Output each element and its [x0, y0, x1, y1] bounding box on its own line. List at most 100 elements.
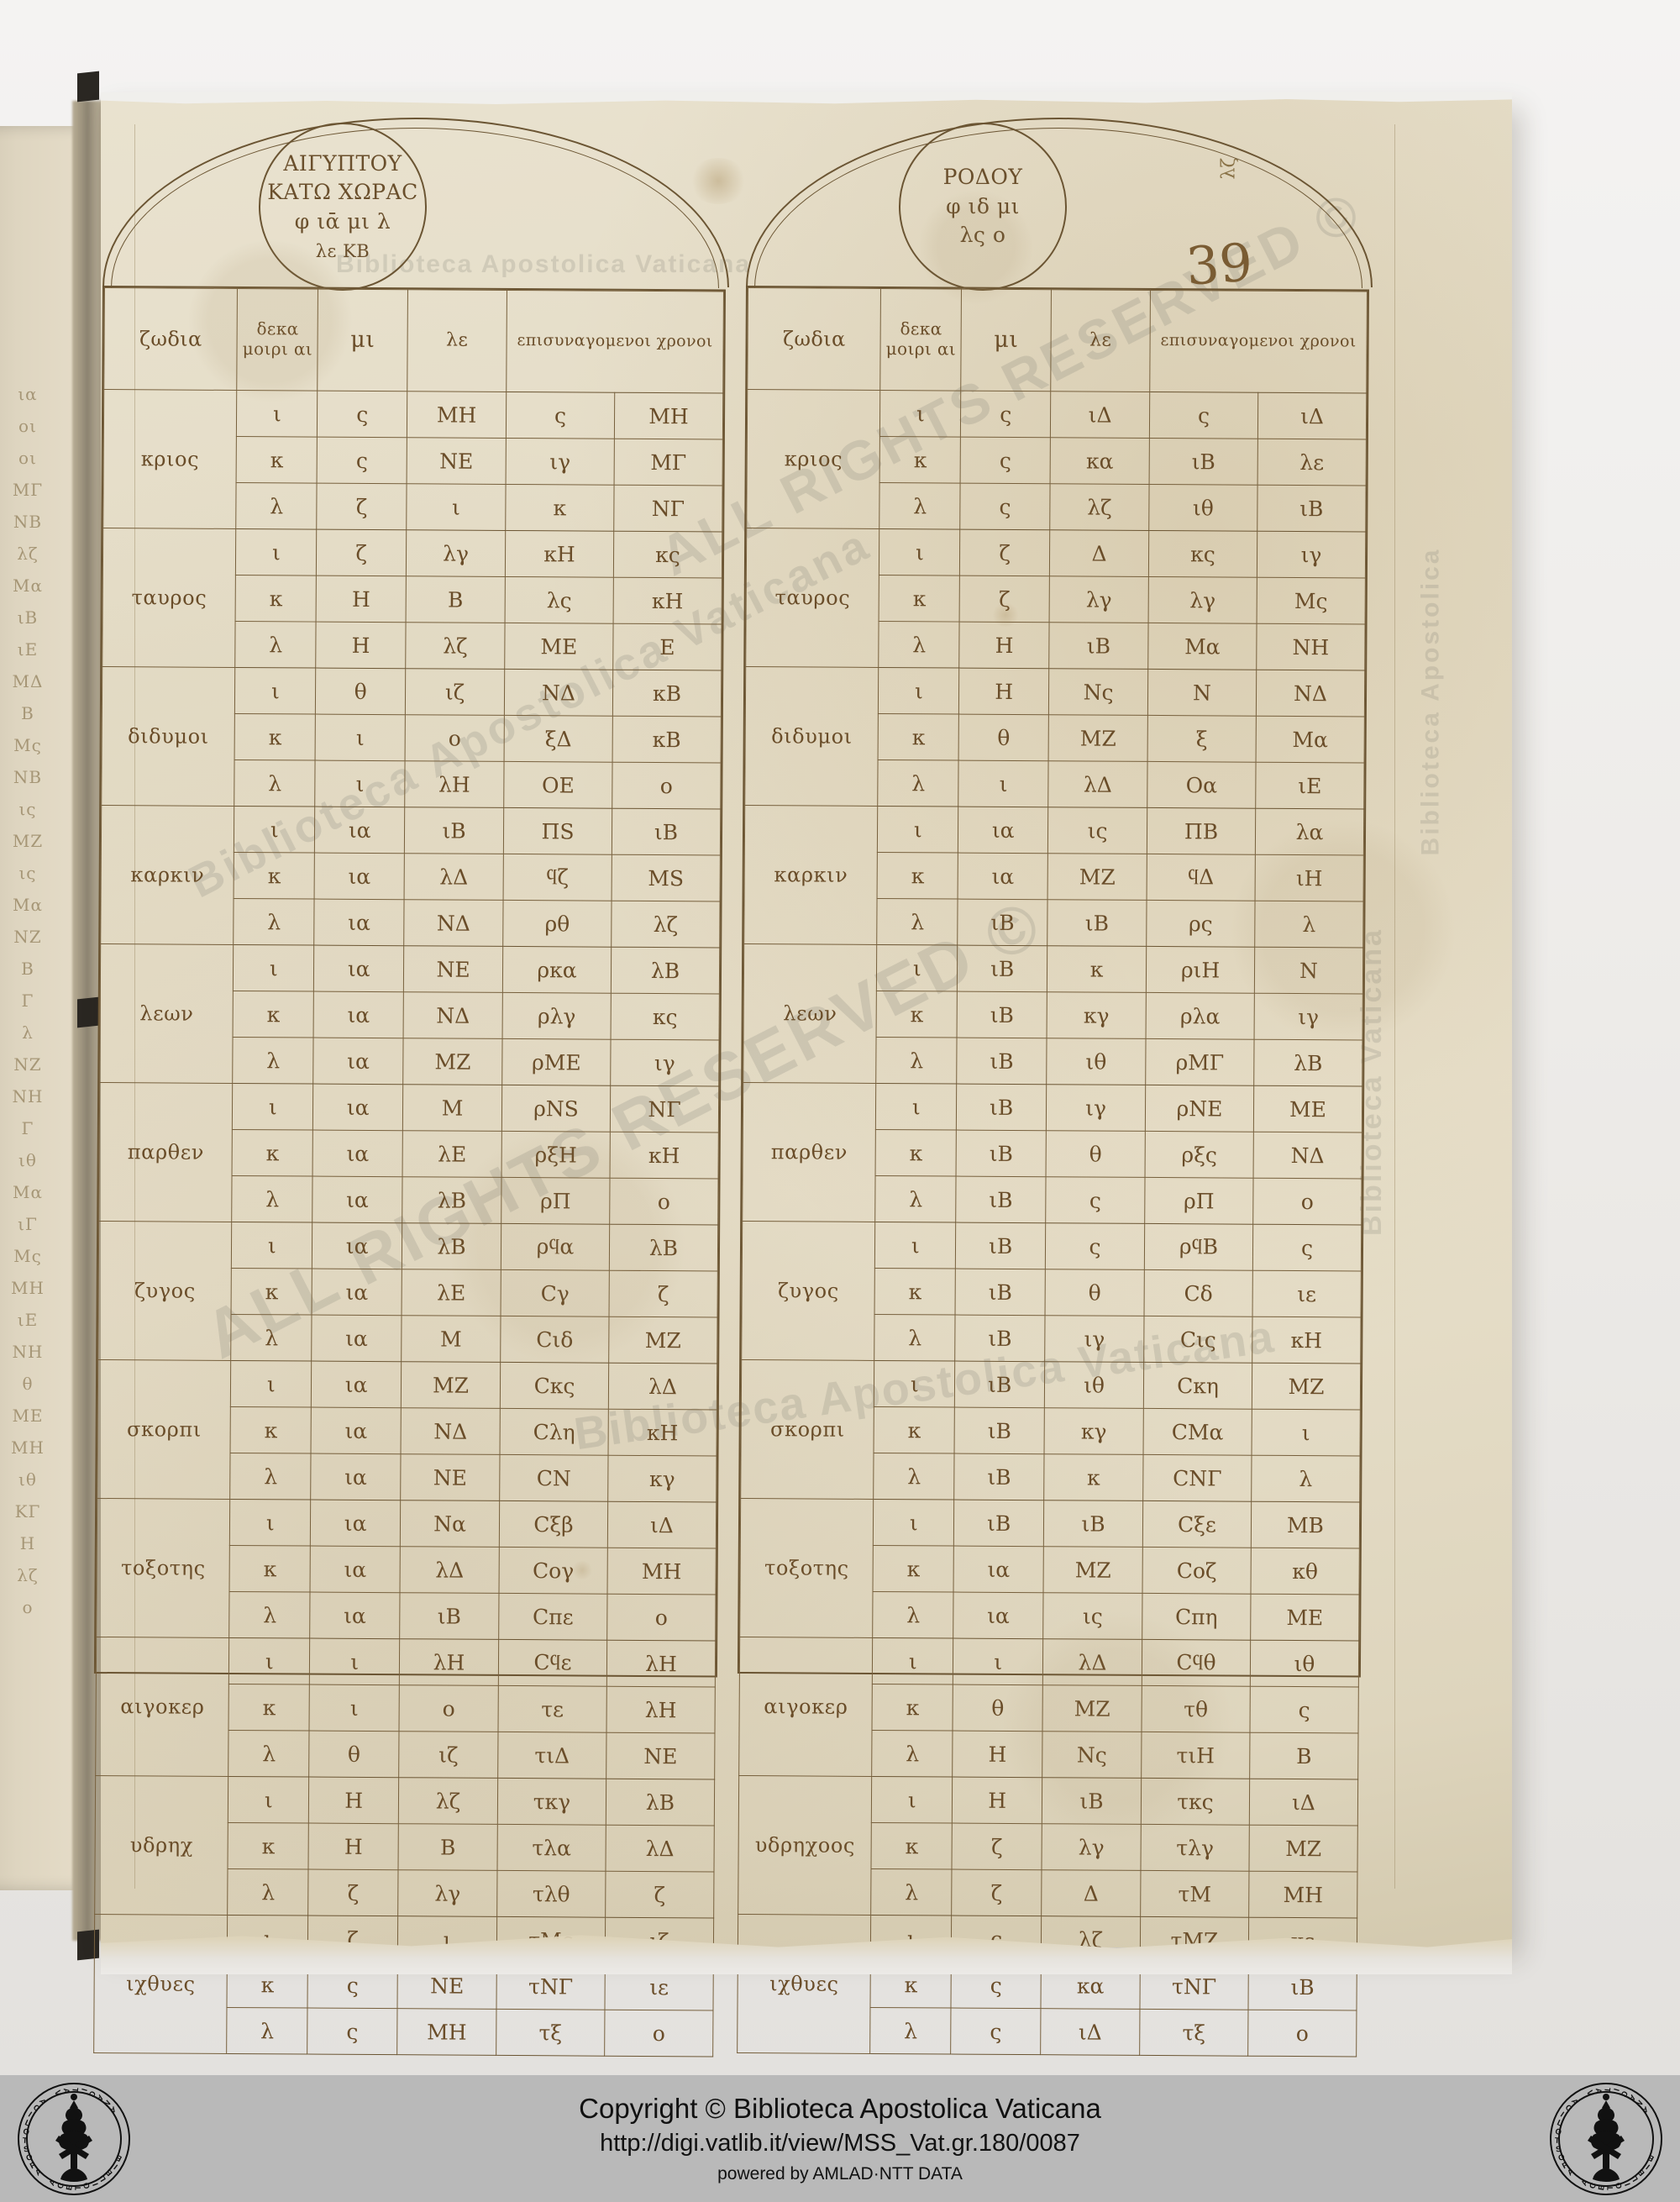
left-cell-r10-s2-c4: ζ [605, 1871, 714, 1918]
left-zodiac-sign-label: λεων [99, 943, 234, 1084]
left-column-header-3: λε [407, 289, 507, 392]
right-cell-r7-s0-c0: ι [874, 1360, 955, 1408]
footer-text-block: Copyright © Biblioteca Apostolica Vatica… [579, 2093, 1101, 2184]
right-cell-r0-s1-c0: κ [879, 436, 961, 484]
right-cell-r1-s2-c3: Μα [1147, 623, 1257, 670]
left-cell-r1-s2-c1: Η [315, 622, 407, 669]
right-cell-r7-s2-c0: λ [874, 1453, 955, 1500]
right-cell-r6-s1-c3: Cδ [1144, 1269, 1253, 1317]
left-cell-r2-s0-c2: ιζ [405, 668, 505, 716]
right-column-header-1: δεκα μοιρι αι [880, 288, 962, 392]
left-cell-r6-s2-c2: Μ [401, 1315, 501, 1363]
left-cell-r9-s0-c0: ι [228, 1637, 310, 1685]
left-zodiac-sign-label: διδυμοι [101, 666, 236, 807]
right-cell-r5-s0-c1: ιΒ [956, 1084, 1047, 1131]
right-cell-r3-s2-c1: ιΒ [957, 899, 1048, 946]
left-cell-r9-s1-c4: λΗ [606, 1686, 716, 1733]
right-cell-r5-s1-c0: κ [875, 1129, 957, 1177]
right-cell-r3-s0-c4: λα [1255, 808, 1364, 856]
left-table-row: καρκιν ι ια ιΒ ΠS ιΒ [100, 805, 721, 945]
left-zodiac-sign-label: ταυρος [102, 528, 237, 668]
left-zodiac-sign-label: ζυγος [97, 1221, 233, 1361]
right-cell-r4-s2-c1: ιΒ [956, 1038, 1047, 1085]
right-cell-r7-s0-c2: ιθ [1044, 1361, 1144, 1409]
left-cell-r2-s1-c3: ξΔ [504, 715, 613, 763]
right-cell-r4-s1-c2: κγ [1047, 991, 1147, 1039]
right-cell-r8-s2-c0: λ [873, 1591, 954, 1639]
left-cell-r2-s0-c1: θ [315, 668, 406, 715]
left-zodiac-sign-label: αιγοκερ [95, 1637, 230, 1777]
footer-url[interactable]: http://digi.vatlib.it/view/MSS_Vat.gr.18… [600, 2130, 1080, 2157]
left-cell-r8-s1-c1: ια [310, 1546, 401, 1593]
left-cell-r9-s2-c0: λ [228, 1730, 310, 1778]
right-table-row: διδυμοι ι Η Νς Ν ΝΔ [744, 666, 1365, 807]
right-cell-r9-s0-c1: ι [953, 1638, 1043, 1685]
left-cell-r7-s2-c1: ια [310, 1453, 402, 1500]
left-cell-r6-s0-c2: λΒ [402, 1222, 501, 1270]
right-cell-r2-s2-c0: λ [878, 759, 959, 807]
right-zodiac-sign-label: σκορπι [740, 1359, 875, 1500]
left-table-row: τοξοτης ι ια Να Cξβ ιΔ [96, 1498, 717, 1638]
right-cell-r3-s2-c2: ιΒ [1047, 899, 1147, 947]
right-cell-r5-s2-c1: ιΒ [955, 1176, 1047, 1223]
right-cell-r5-s1-c4: ΝΔ [1253, 1132, 1362, 1179]
left-table-row: σκορπι ι ια ΜΖ Cκς λΔ [97, 1359, 717, 1500]
right-cell-r9-s2-c2: Νς [1042, 1731, 1142, 1779]
left-cell-r8-s1-c4: ΜΗ [606, 1548, 717, 1595]
right-cell-r9-s1-c4: ς [1249, 1686, 1359, 1733]
left-table-row: διδυμοι ι θ ιζ ΝΔ κΒ [101, 666, 722, 807]
folio-top-edge [101, 92, 1512, 104]
right-cell-r6-s1-c1: ιΒ [955, 1269, 1046, 1316]
right-cell-r8-s0-c3: Cξε [1142, 1500, 1252, 1548]
left-cell-r4-s1-c0: κ [233, 991, 314, 1038]
right-medallion: ΡΟΔΟΥ φ ιδ μι λς ο [899, 123, 1067, 291]
left-cell-r8-s1-c3: Cογ [499, 1547, 608, 1595]
right-cell-r6-s0-c4: ς [1252, 1224, 1362, 1271]
right-cell-r1-s0-c1: ζ [959, 529, 1050, 576]
left-cell-r8-s0-c4: ιΔ [607, 1501, 717, 1548]
right-cell-r4-s2-c0: λ [876, 1037, 958, 1085]
right-cell-r4-s1-c3: ρλα [1146, 992, 1255, 1040]
left-cell-r7-s0-c1: ια [311, 1361, 402, 1408]
right-cell-r8-s0-c0: ι [873, 1499, 954, 1547]
left-cell-r10-s1-c4: λΔ [605, 1825, 715, 1872]
right-cell-r5-s0-c2: ιγ [1046, 1084, 1146, 1132]
right-cell-r10-s1-c3: τλγ [1141, 1824, 1250, 1872]
right-cell-r8-s2-c3: Cπη [1142, 1593, 1251, 1641]
right-table-header-row: ζωδια δεκα μοιρι αι μι λε επισυναγομενοι χρο… [747, 287, 1368, 394]
right-cell-r8-s1-c4: κθ [1250, 1548, 1360, 1595]
left-cell-r9-s0-c3: Cϥε [498, 1639, 607, 1687]
right-cell-r8-s2-c2: ις [1042, 1592, 1143, 1640]
right-cell-r2-s1-c1: θ [958, 714, 1049, 761]
left-cell-r10-s2-c0: λ [228, 1868, 309, 1916]
right-cell-r5-s1-c2: θ [1046, 1130, 1146, 1178]
right-cell-r1-s1-c3: λγ [1148, 576, 1257, 624]
left-cell-r0-s2-c1: ζ [316, 483, 407, 530]
left-cell-r3-s0-c4: ιΒ [612, 808, 721, 856]
photo-tab-middle [77, 996, 99, 1028]
right-cell-r2-s1-c4: Μα [1256, 716, 1365, 764]
right-cell-r2-s2-c2: λΔ [1047, 760, 1148, 808]
left-cell-r9-s2-c4: ΝΕ [606, 1732, 715, 1779]
right-cell-r6-s0-c2: ς [1045, 1222, 1145, 1270]
left-cell-r3-s0-c2: ιΒ [404, 807, 504, 854]
right-cell-r0-s2-c4: ιΒ [1257, 485, 1367, 533]
left-cell-r4-s0-c3: ρκα [502, 946, 612, 994]
right-cell-r6-s2-c2: ιγ [1044, 1315, 1145, 1363]
left-cell-r10-s2-c1: ζ [307, 1869, 399, 1916]
right-cell-r7-s2-c4: λ [1251, 1455, 1361, 1502]
right-cell-r1-s1-c1: ζ [959, 575, 1050, 623]
right-cell-r3-s2-c4: λ [1254, 901, 1364, 949]
left-column-header-4: επισυναγομενοι χρονοι [506, 290, 724, 394]
right-zodiac-sign-label: διδυμοι [744, 666, 879, 807]
right-cell-r1-s0-c0: ι [879, 528, 960, 576]
right-cell-r3-s1-c0: κ [877, 852, 958, 900]
left-cell-r5-s0-c2: Μ [402, 1084, 502, 1132]
left-cell-r9-s1-c0: κ [228, 1684, 310, 1732]
right-cell-r2-s0-c2: Νς [1048, 668, 1148, 716]
